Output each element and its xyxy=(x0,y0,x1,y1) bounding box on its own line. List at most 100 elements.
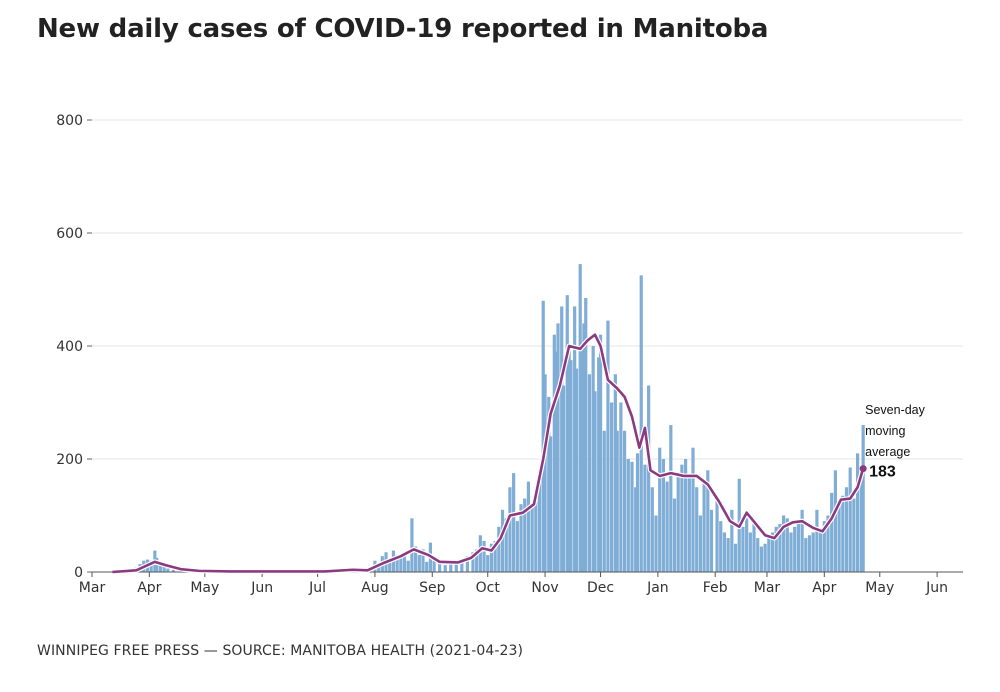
y-tick-label: 0 xyxy=(74,565,83,581)
daily-cases-bar xyxy=(841,495,845,572)
daily-cases-bar xyxy=(804,538,808,572)
daily-cases-bar xyxy=(782,515,786,572)
daily-cases-bar xyxy=(465,556,469,572)
daily-cases-bar xyxy=(530,507,534,572)
daily-cases-bar xyxy=(561,385,566,572)
daily-cases-bar xyxy=(591,346,595,572)
x-tick-label: May xyxy=(865,580,894,596)
daily-cases-bar xyxy=(543,374,547,572)
daily-cases-bar xyxy=(569,360,573,573)
daily-cases-bar xyxy=(549,436,553,572)
x-tick-label: Feb xyxy=(703,580,728,596)
daily-cases-bar xyxy=(634,487,638,572)
daily-cases-bar xyxy=(619,402,623,572)
daily-cases-bar xyxy=(691,447,695,572)
y-tick-label: 800 xyxy=(56,113,83,129)
daily-cases-bar xyxy=(500,509,505,572)
daily-cases-bar xyxy=(547,396,551,572)
daily-cases-bar xyxy=(819,529,823,573)
annotation-label-line: average xyxy=(865,445,910,459)
daily-cases-bar xyxy=(504,518,508,572)
daily-cases-bar xyxy=(615,430,619,572)
daily-cases-bar xyxy=(523,498,527,572)
daily-cases-bar xyxy=(715,498,719,572)
x-tick-label: Jun xyxy=(925,580,948,596)
x-tick-label: Mar xyxy=(79,580,106,596)
daily-cases-bar xyxy=(597,357,601,572)
daily-cases-bar xyxy=(626,459,630,572)
chart-title: New daily cases of COVID-19 reported in … xyxy=(37,14,769,44)
daily-cases-bar xyxy=(859,475,863,572)
x-tick-label: Sep xyxy=(419,580,446,596)
daily-cases-bar xyxy=(654,515,658,572)
daily-cases-bar xyxy=(709,509,714,572)
daily-cases-bar xyxy=(410,518,414,572)
x-tick-label: Nov xyxy=(531,580,558,596)
daily-cases-bar xyxy=(493,540,497,572)
daily-cases-bar xyxy=(425,561,429,572)
daily-cases-bar xyxy=(745,518,749,572)
daily-cases-bar xyxy=(417,555,421,572)
daily-cases-bar xyxy=(482,540,486,572)
daily-cases-bar xyxy=(789,532,793,572)
x-tick-label: Jul xyxy=(308,580,326,596)
daily-cases-bar xyxy=(861,425,865,572)
y-axis: 0 200 400 600 800 xyxy=(56,113,92,581)
daily-cases-bar xyxy=(567,346,571,572)
daily-cases-bar xyxy=(395,555,399,572)
daily-cases-bar xyxy=(582,323,586,572)
daily-cases-bar xyxy=(665,481,669,572)
source-credit: WINNIPEG FREE PRESS — SOURCE: MANITOBA H… xyxy=(37,643,524,659)
daily-cases-bar xyxy=(639,275,643,573)
daily-cases-bar xyxy=(722,532,727,572)
daily-cases-bar xyxy=(593,391,597,572)
daily-cases-bar xyxy=(432,560,436,572)
daily-cases-bar xyxy=(573,306,577,572)
daily-cases-bar xyxy=(560,306,564,572)
daily-cases-bar xyxy=(822,521,826,572)
daily-cases-bar xyxy=(478,535,482,572)
daily-cases-bar xyxy=(497,526,501,572)
daily-cases-bar xyxy=(807,535,812,572)
daily-cases-bar xyxy=(587,374,592,572)
daily-cases-bar xyxy=(741,526,745,572)
daily-cases-bar xyxy=(602,430,606,572)
daily-cases-bar xyxy=(534,492,538,572)
x-tick-label: Jan xyxy=(646,580,669,596)
daily-cases-bar xyxy=(162,566,166,572)
daily-cases-bar xyxy=(796,521,801,572)
daily-cases-bar xyxy=(695,487,699,572)
daily-cases-bar xyxy=(669,425,673,572)
daily-cases-bar xyxy=(526,481,531,572)
daily-cases-bar xyxy=(166,568,170,572)
daily-cases-bar xyxy=(756,538,760,572)
x-tick-label: Apr xyxy=(812,580,836,596)
annotation-label-line: Seven-day xyxy=(865,403,926,417)
x-tick-label: Mar xyxy=(754,580,781,596)
daily-cases-bar xyxy=(770,532,775,572)
x-axis: Mar Apr May Jun Jul Aug Sep Oct Nov Dec Jan Feb Mar A… xyxy=(79,571,963,596)
daily-cases-bar xyxy=(515,521,519,572)
daily-cases-bar xyxy=(613,374,617,572)
daily-cases-bar xyxy=(730,509,734,572)
x-tick-label: Jun xyxy=(250,580,273,596)
daily-cases-bar xyxy=(486,555,490,572)
daily-cases-bar xyxy=(826,515,830,572)
daily-cases-bar xyxy=(759,546,764,572)
daily-cases-bar xyxy=(811,532,815,572)
daily-cases-bar xyxy=(643,464,647,572)
daily-cases-bar xyxy=(580,346,584,572)
daily-cases-bar xyxy=(852,498,856,572)
daily-cases-bar xyxy=(606,320,610,572)
daily-cases-bar xyxy=(406,560,410,572)
daily-cases-bar xyxy=(158,561,163,572)
grid-lines xyxy=(92,119,963,460)
daily-cases-bar xyxy=(848,467,852,572)
daily-cases-bar xyxy=(438,563,442,572)
daily-cases-bar xyxy=(552,334,556,572)
daily-cases-bar xyxy=(837,504,841,572)
daily-cases-bar xyxy=(855,453,860,572)
daily-cases-bar xyxy=(574,368,579,572)
daily-cases-bar xyxy=(719,521,723,572)
daily-cases-bars xyxy=(110,264,865,573)
